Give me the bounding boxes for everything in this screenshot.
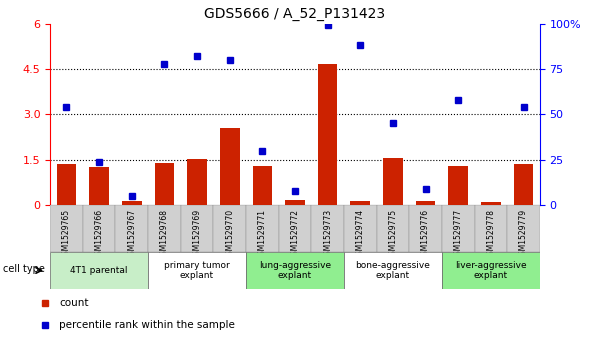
Bar xyxy=(481,202,501,205)
Text: bone-aggressive
explant: bone-aggressive explant xyxy=(356,261,430,280)
Bar xyxy=(220,128,240,205)
Bar xyxy=(57,164,76,205)
Text: GSM1529774: GSM1529774 xyxy=(356,209,365,260)
Bar xyxy=(285,200,305,205)
Bar xyxy=(344,252,442,289)
Bar xyxy=(50,252,148,289)
Text: GSM1529768: GSM1529768 xyxy=(160,209,169,260)
Bar xyxy=(89,167,109,205)
Text: GSM1529770: GSM1529770 xyxy=(225,209,234,260)
Text: GSM1529775: GSM1529775 xyxy=(388,209,398,260)
Bar xyxy=(246,252,344,289)
Text: GSM1529773: GSM1529773 xyxy=(323,209,332,260)
Bar xyxy=(409,205,442,252)
Bar xyxy=(122,201,142,205)
Text: GSM1529778: GSM1529778 xyxy=(486,209,496,260)
Bar xyxy=(350,201,370,205)
Text: GSM1529766: GSM1529766 xyxy=(94,209,104,260)
Text: 4T1 parental: 4T1 parental xyxy=(70,266,128,275)
Bar xyxy=(474,205,507,252)
Bar xyxy=(442,205,474,252)
Bar xyxy=(246,205,278,252)
Bar xyxy=(148,252,246,289)
Bar xyxy=(214,205,246,252)
Text: GSM1529767: GSM1529767 xyxy=(127,209,136,260)
Bar xyxy=(181,205,214,252)
Text: GSM1529776: GSM1529776 xyxy=(421,209,430,260)
Bar xyxy=(416,200,435,205)
Bar xyxy=(187,159,207,205)
Bar xyxy=(312,205,344,252)
Text: GSM1529777: GSM1529777 xyxy=(454,209,463,260)
Bar xyxy=(155,163,174,205)
Bar xyxy=(376,205,409,252)
Bar xyxy=(50,205,83,252)
Text: GSM1529772: GSM1529772 xyxy=(290,209,300,260)
Text: GSM1529765: GSM1529765 xyxy=(62,209,71,260)
Text: lung-aggressive
explant: lung-aggressive explant xyxy=(259,261,331,280)
Bar xyxy=(116,205,148,252)
Bar xyxy=(318,65,337,205)
Text: GSM1529771: GSM1529771 xyxy=(258,209,267,260)
Text: cell type: cell type xyxy=(2,264,44,274)
Text: GSM1529769: GSM1529769 xyxy=(192,209,202,260)
Bar xyxy=(383,158,403,205)
Text: GSM1529779: GSM1529779 xyxy=(519,209,528,260)
Text: count: count xyxy=(60,298,89,308)
Bar xyxy=(442,252,540,289)
Title: GDS5666 / A_52_P131423: GDS5666 / A_52_P131423 xyxy=(205,7,385,21)
Bar xyxy=(448,166,468,205)
Bar xyxy=(148,205,181,252)
Bar xyxy=(507,205,540,252)
Bar xyxy=(514,164,533,205)
Bar xyxy=(83,205,116,252)
Bar xyxy=(344,205,376,252)
Text: liver-aggressive
explant: liver-aggressive explant xyxy=(455,261,527,280)
Bar xyxy=(278,205,312,252)
Bar xyxy=(253,166,272,205)
Text: percentile rank within the sample: percentile rank within the sample xyxy=(60,320,235,330)
Text: primary tumor
explant: primary tumor explant xyxy=(164,261,230,280)
